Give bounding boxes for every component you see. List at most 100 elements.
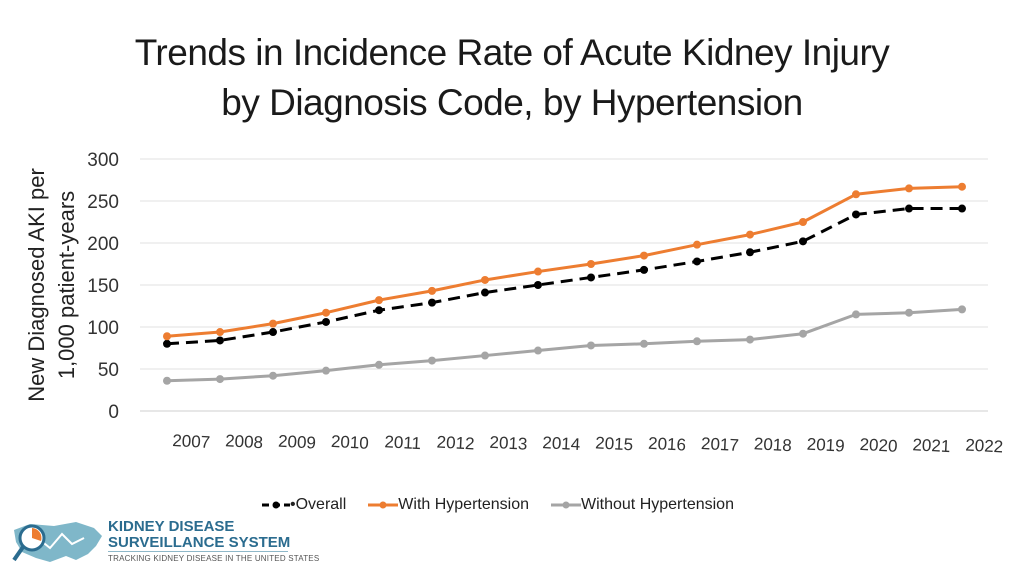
data-point-with-hypertension: [587, 260, 595, 268]
data-point-with-hypertension: [799, 218, 807, 226]
y-axis-label-line1: New Diagnosed AKI per: [24, 168, 49, 402]
series-line-with-hypertension: [166, 185, 963, 338]
data-point-without-hypertension: [163, 376, 171, 385]
x-tick-label: 2022: [965, 436, 1004, 457]
legend-item-overall: •Overall: [262, 496, 346, 514]
x-tick-label: 2007: [172, 431, 211, 452]
data-point-overall: [322, 317, 330, 326]
y-axis-ticks: 0 50 100 150 200 250 300: [87, 150, 119, 423]
data-point-without-hypertension: [905, 308, 913, 317]
data-point-without-hypertension: [746, 335, 754, 344]
chart-title-line1: Trends in Incidence Rate of Acute Kidney…: [134, 32, 890, 73]
data-point-overall: [163, 339, 171, 348]
logo-divider: [108, 551, 288, 552]
y-axis-label: New Diagnosed AKI per 1,000 patient-year…: [24, 168, 79, 402]
data-point-without-hypertension: [534, 346, 542, 355]
data-point-without-hypertension: [322, 366, 330, 375]
y-tick-label: 150: [87, 276, 119, 297]
legend-label-overall: •Overall: [290, 496, 347, 513]
data-point-overall: [375, 306, 383, 315]
data-point-with-hypertension: [746, 230, 754, 239]
data-point-without-hypertension: [640, 339, 648, 348]
y-axis-label-line2: 1,000 patient-years: [54, 191, 79, 379]
kdss-logo: KIDNEY DISEASE SURVEILLANCE SYSTEM TRACK…: [10, 516, 319, 572]
logo-line1: KIDNEY DISEASE: [108, 518, 235, 535]
data-point-overall: [428, 298, 436, 307]
x-tick-label: 2014: [542, 433, 581, 454]
series-with-hypertension: [163, 182, 966, 341]
data-point-with-hypertension: [375, 296, 383, 305]
x-tick-label: 2013: [489, 433, 528, 454]
legend-swatch-without-hypertension: [551, 501, 581, 509]
x-tick-label: 2010: [331, 432, 370, 453]
data-point-overall: [534, 281, 542, 289]
y-tick-label: 0: [108, 402, 119, 423]
data-point-with-hypertension: [322, 308, 330, 317]
data-point-without-hypertension: [375, 360, 383, 369]
x-tick-label: 2020: [859, 435, 898, 456]
data-point-without-hypertension: [216, 375, 224, 384]
x-axis-ticks: 2007 2008 2009 2010 2011 2012 2013 2014 2015 2016…: [172, 431, 1004, 456]
y-tick-label: 300: [87, 150, 119, 171]
x-tick-label: 2015: [595, 433, 634, 454]
data-point-overall: [746, 248, 754, 257]
data-point-without-hypertension: [428, 356, 436, 365]
data-point-overall: [640, 265, 648, 274]
series-line-overall: [166, 207, 962, 346]
chart-title: Trends in Incidence Rate of Acute Kidney…: [0, 28, 1024, 128]
data-point-with-hypertension: [481, 275, 489, 284]
x-tick-label: 2016: [648, 434, 687, 455]
x-tick-label: 2012: [436, 433, 475, 454]
y-tick-label: 50: [98, 360, 119, 381]
logo-tagline: TRACKING KIDNEY DISEASE IN THE UNITED ST…: [108, 554, 320, 563]
data-point-overall: [481, 288, 489, 297]
x-tick-label: 2008: [225, 431, 264, 452]
data-point-with-hypertension: [905, 184, 913, 193]
data-point-without-hypertension: [587, 341, 595, 350]
chart-title-line2: by Diagnosis Code, by Hypertension: [221, 82, 803, 123]
series-group: [163, 182, 966, 385]
data-point-overall: [587, 273, 595, 282]
series-overall: [163, 204, 966, 348]
data-point-with-hypertension: [269, 319, 277, 328]
x-tick-label: 2009: [278, 432, 317, 453]
y-tick-label: 100: [87, 318, 119, 339]
data-point-without-hypertension: [852, 310, 860, 319]
data-point-without-hypertension: [481, 351, 489, 360]
legend-label-without-hypertension: Without Hypertension: [581, 496, 734, 513]
data-point-overall: [216, 336, 224, 345]
series-without-hypertension: [163, 305, 966, 385]
us-map-magnifier-icon: [12, 522, 102, 562]
data-point-overall: [852, 210, 860, 219]
data-point-with-hypertension: [163, 332, 171, 341]
y-tick-label: 200: [87, 234, 119, 255]
data-point-without-hypertension: [958, 305, 966, 314]
data-point-without-hypertension: [269, 371, 277, 380]
series-line-without-hypertension: [166, 307, 963, 383]
x-tick-label: 2018: [753, 434, 792, 455]
data-point-overall: [799, 237, 807, 246]
data-point-with-hypertension: [216, 328, 224, 337]
legend: •Overall With Hypertension Without Hyper…: [262, 496, 756, 514]
data-point-with-hypertension: [428, 286, 436, 295]
data-point-without-hypertension: [693, 337, 701, 346]
data-point-with-hypertension: [693, 240, 701, 249]
legend-swatch-overall: [262, 501, 290, 509]
logo-line2: SURVEILLANCE SYSTEM: [108, 534, 291, 551]
legend-item-without-hypertension: Without Hypertension: [551, 496, 734, 514]
data-point-with-hypertension: [640, 251, 648, 260]
data-point-with-hypertension: [852, 190, 860, 199]
x-tick-label: 2019: [806, 435, 845, 456]
legend-label-with-hypertension: With Hypertension: [398, 496, 529, 513]
legend-swatch-with-hypertension: [368, 501, 399, 509]
legend-item-with-hypertension: With Hypertension: [368, 496, 529, 514]
gridlines: [140, 158, 988, 412]
data-point-without-hypertension: [799, 329, 807, 338]
y-tick-label: 250: [87, 192, 119, 213]
data-point-overall: [905, 204, 913, 213]
x-tick-label: 2021: [912, 435, 951, 456]
data-point-with-hypertension: [534, 267, 542, 276]
data-point-with-hypertension: [958, 182, 966, 191]
data-point-overall: [693, 257, 701, 266]
